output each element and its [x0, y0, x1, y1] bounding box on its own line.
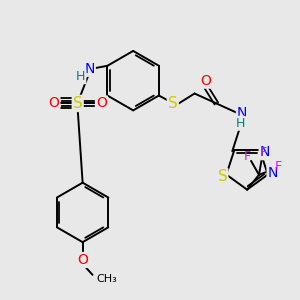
Text: O: O	[96, 96, 107, 110]
Text: S: S	[73, 96, 82, 111]
Text: F: F	[275, 160, 282, 173]
Text: N: N	[237, 106, 247, 120]
Text: F: F	[260, 146, 266, 160]
Text: N: N	[84, 62, 95, 76]
Text: N: N	[268, 166, 278, 180]
Text: H: H	[236, 117, 245, 130]
Text: CH₃: CH₃	[97, 274, 117, 284]
Text: O: O	[200, 74, 211, 88]
Text: O: O	[49, 96, 59, 110]
Text: H: H	[76, 70, 86, 83]
Text: N: N	[260, 145, 270, 159]
Text: S: S	[168, 96, 178, 111]
Text: O: O	[77, 253, 88, 267]
Text: F: F	[244, 150, 251, 164]
Text: S: S	[218, 169, 227, 184]
